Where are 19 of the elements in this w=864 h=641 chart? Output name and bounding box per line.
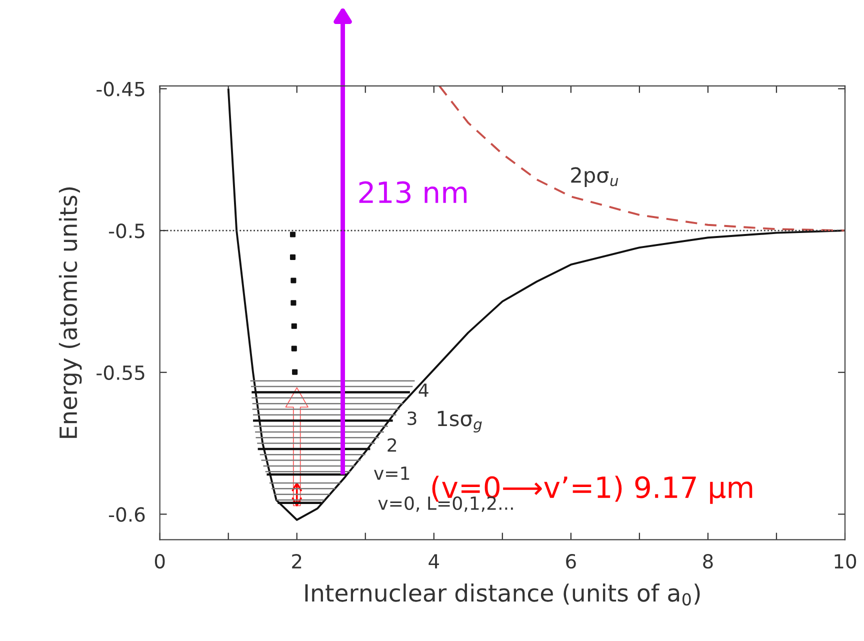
series-label: 1sσ$_{g}$ [438,410,482,432]
annotation: v=1 [374,466,410,480]
y-tick-label: -0.6 [108,507,145,522]
x-tick-label: 2 [292,554,302,568]
y-tick-label: -0.5 [108,224,144,238]
annotation: 3 [408,411,416,426]
x-tick-label: 4 [428,554,439,568]
y-tick-label: -0.45 [96,82,144,96]
y-axis-title: Energy (atomic units) [58,187,82,438]
x-tick-label: 8 [703,554,713,569]
x-tick-label: 6 [566,554,576,569]
annotation: 2 [388,438,396,452]
annotation: 213 nm [359,181,467,204]
annotation: 4 [418,384,428,397]
x-axis-title: Internuclear distance (units of a$_{0}$) [305,584,700,606]
x-tick-label: 10 [834,554,856,569]
x-tick-label: 0 [154,554,165,569]
series-label: 2pσ$_{u}$ [571,167,618,187]
y-tick-label: -0.55 [96,365,144,380]
